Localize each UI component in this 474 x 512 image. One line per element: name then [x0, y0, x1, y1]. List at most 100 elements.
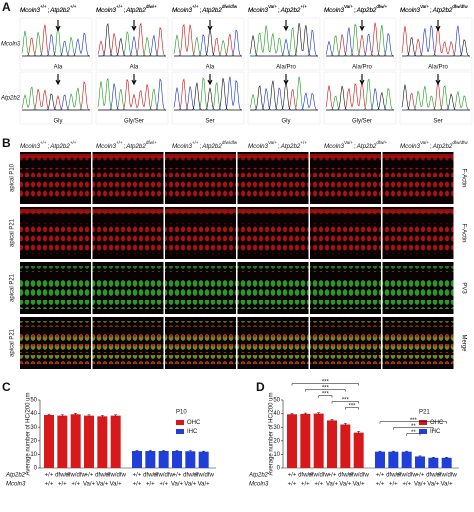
cell-row — [92, 245, 164, 254]
trace — [326, 85, 394, 111]
allele: dfw/dfw — [222, 4, 238, 9]
cell-row — [92, 333, 164, 342]
x-tick-label: dfw/+ — [183, 473, 198, 479]
x-tick-label: Va/+ — [414, 482, 427, 488]
band — [310, 154, 381, 158]
row-label: Atp2b2 — [248, 473, 269, 479]
x-tick-label: dfw/dfw — [396, 473, 417, 479]
gene: Atp2b2 — [280, 143, 301, 150]
cell-row — [237, 344, 309, 353]
arrow — [131, 20, 137, 32]
x-tick-label: Va/+ — [427, 482, 440, 488]
error-bar — [357, 431, 361, 434]
legend-swatch — [176, 429, 184, 434]
cell-row — [237, 266, 309, 272]
stain-label: Merge — [460, 334, 466, 352]
allele: dfw/+ — [146, 4, 157, 9]
bar — [300, 413, 311, 468]
gene: Atp2b2 — [432, 7, 453, 14]
bracket — [393, 427, 434, 430]
cell-row — [165, 344, 236, 353]
allele: +/+ — [70, 4, 77, 9]
significance: *** — [322, 392, 330, 398]
x-tick-label: dfw/dfw — [308, 473, 329, 479]
allele: +/+ — [40, 140, 47, 145]
band — [20, 154, 91, 158]
residue: Gly — [54, 119, 63, 125]
genotype-header: Mcoln3+/+;Atp2b2+/+ — [20, 140, 77, 149]
x-tick-label: +/+ — [301, 482, 310, 488]
residue: Ala — [130, 65, 139, 71]
x-tick-label: +/+ — [133, 482, 142, 488]
x-tick-label: Va/+ — [184, 482, 197, 488]
chart-title: P21 — [419, 410, 430, 416]
error-bar — [391, 450, 395, 453]
x-tick-label: dfw/+ — [55, 473, 70, 479]
separator: ; — [199, 7, 201, 14]
cell-row — [310, 211, 381, 217]
allele: dfw/dfw — [452, 4, 468, 9]
cell-row — [382, 168, 454, 177]
y-tick-label: 20 — [30, 438, 37, 444]
row-label: apical P21 — [10, 328, 16, 357]
chart-title: P10 — [176, 410, 187, 416]
cell-row — [237, 211, 309, 217]
allele: +/+ — [40, 4, 47, 9]
trace — [250, 80, 318, 111]
trace-frame — [171, 71, 245, 125]
genotype-header: Mcoln3Va/+;Atp2b2dfw/+ — [324, 4, 388, 13]
row-label: Mcoln3 — [249, 482, 269, 488]
bar — [158, 451, 169, 468]
cell-row — [92, 289, 164, 298]
trace-frame — [95, 71, 169, 125]
cell-row — [382, 333, 454, 342]
genotype-header: Mcoln3+/+;Atp2b2dfw/dfw — [172, 4, 238, 13]
cell-row — [310, 321, 381, 327]
error-bar — [290, 413, 294, 416]
allele: +/+ — [70, 4, 77, 9]
arrow — [283, 74, 289, 86]
genotype-header: Mcoln3+/+;Atp2b2dfw/+ — [96, 140, 157, 149]
bar — [44, 414, 54, 468]
error-bar — [100, 415, 104, 418]
genotype-header: Mcoln3Va/+;Atp2b2dfw/dfw — [400, 140, 468, 149]
cell-row — [165, 156, 236, 162]
band — [92, 154, 164, 158]
allele: +/+ — [300, 140, 307, 145]
band — [165, 154, 236, 158]
allele: Va/+ — [344, 4, 353, 9]
cell-row — [382, 321, 454, 327]
arrow — [435, 20, 441, 32]
cell-row — [237, 333, 309, 342]
x-tick-label: +/+ — [288, 482, 297, 488]
separator: ; — [430, 7, 432, 14]
x-tick-label: +/+ — [45, 473, 54, 479]
separator: ; — [123, 7, 125, 14]
cell-row — [310, 179, 381, 188]
arrow — [207, 74, 213, 86]
gene: Atp2b2 — [356, 143, 377, 150]
cell-row — [20, 278, 91, 287]
row-label: apical P10 — [10, 163, 16, 192]
gene: Atp2b2 — [432, 7, 453, 14]
cell-row — [310, 355, 381, 364]
separator: ; — [430, 7, 432, 14]
bar — [97, 416, 108, 468]
gene: Mcoln3 — [172, 7, 193, 14]
row-label: Atp2b2 — [0, 96, 21, 102]
cell-row — [310, 289, 381, 298]
residue: Gly — [282, 119, 291, 125]
cell-row — [382, 355, 454, 364]
separator: ; — [123, 143, 125, 150]
x-tick-label: +/+ — [376, 482, 385, 488]
error-bar — [378, 450, 382, 453]
allele: dfw/+ — [376, 140, 387, 145]
bracket — [318, 395, 333, 398]
cell-row — [165, 300, 236, 309]
arrow — [283, 20, 289, 32]
cell-row — [165, 289, 236, 298]
cell-row — [237, 190, 309, 199]
trace — [402, 36, 471, 57]
gene: Mcoln3 — [172, 7, 193, 14]
allele: dfw/dfw — [452, 140, 468, 145]
